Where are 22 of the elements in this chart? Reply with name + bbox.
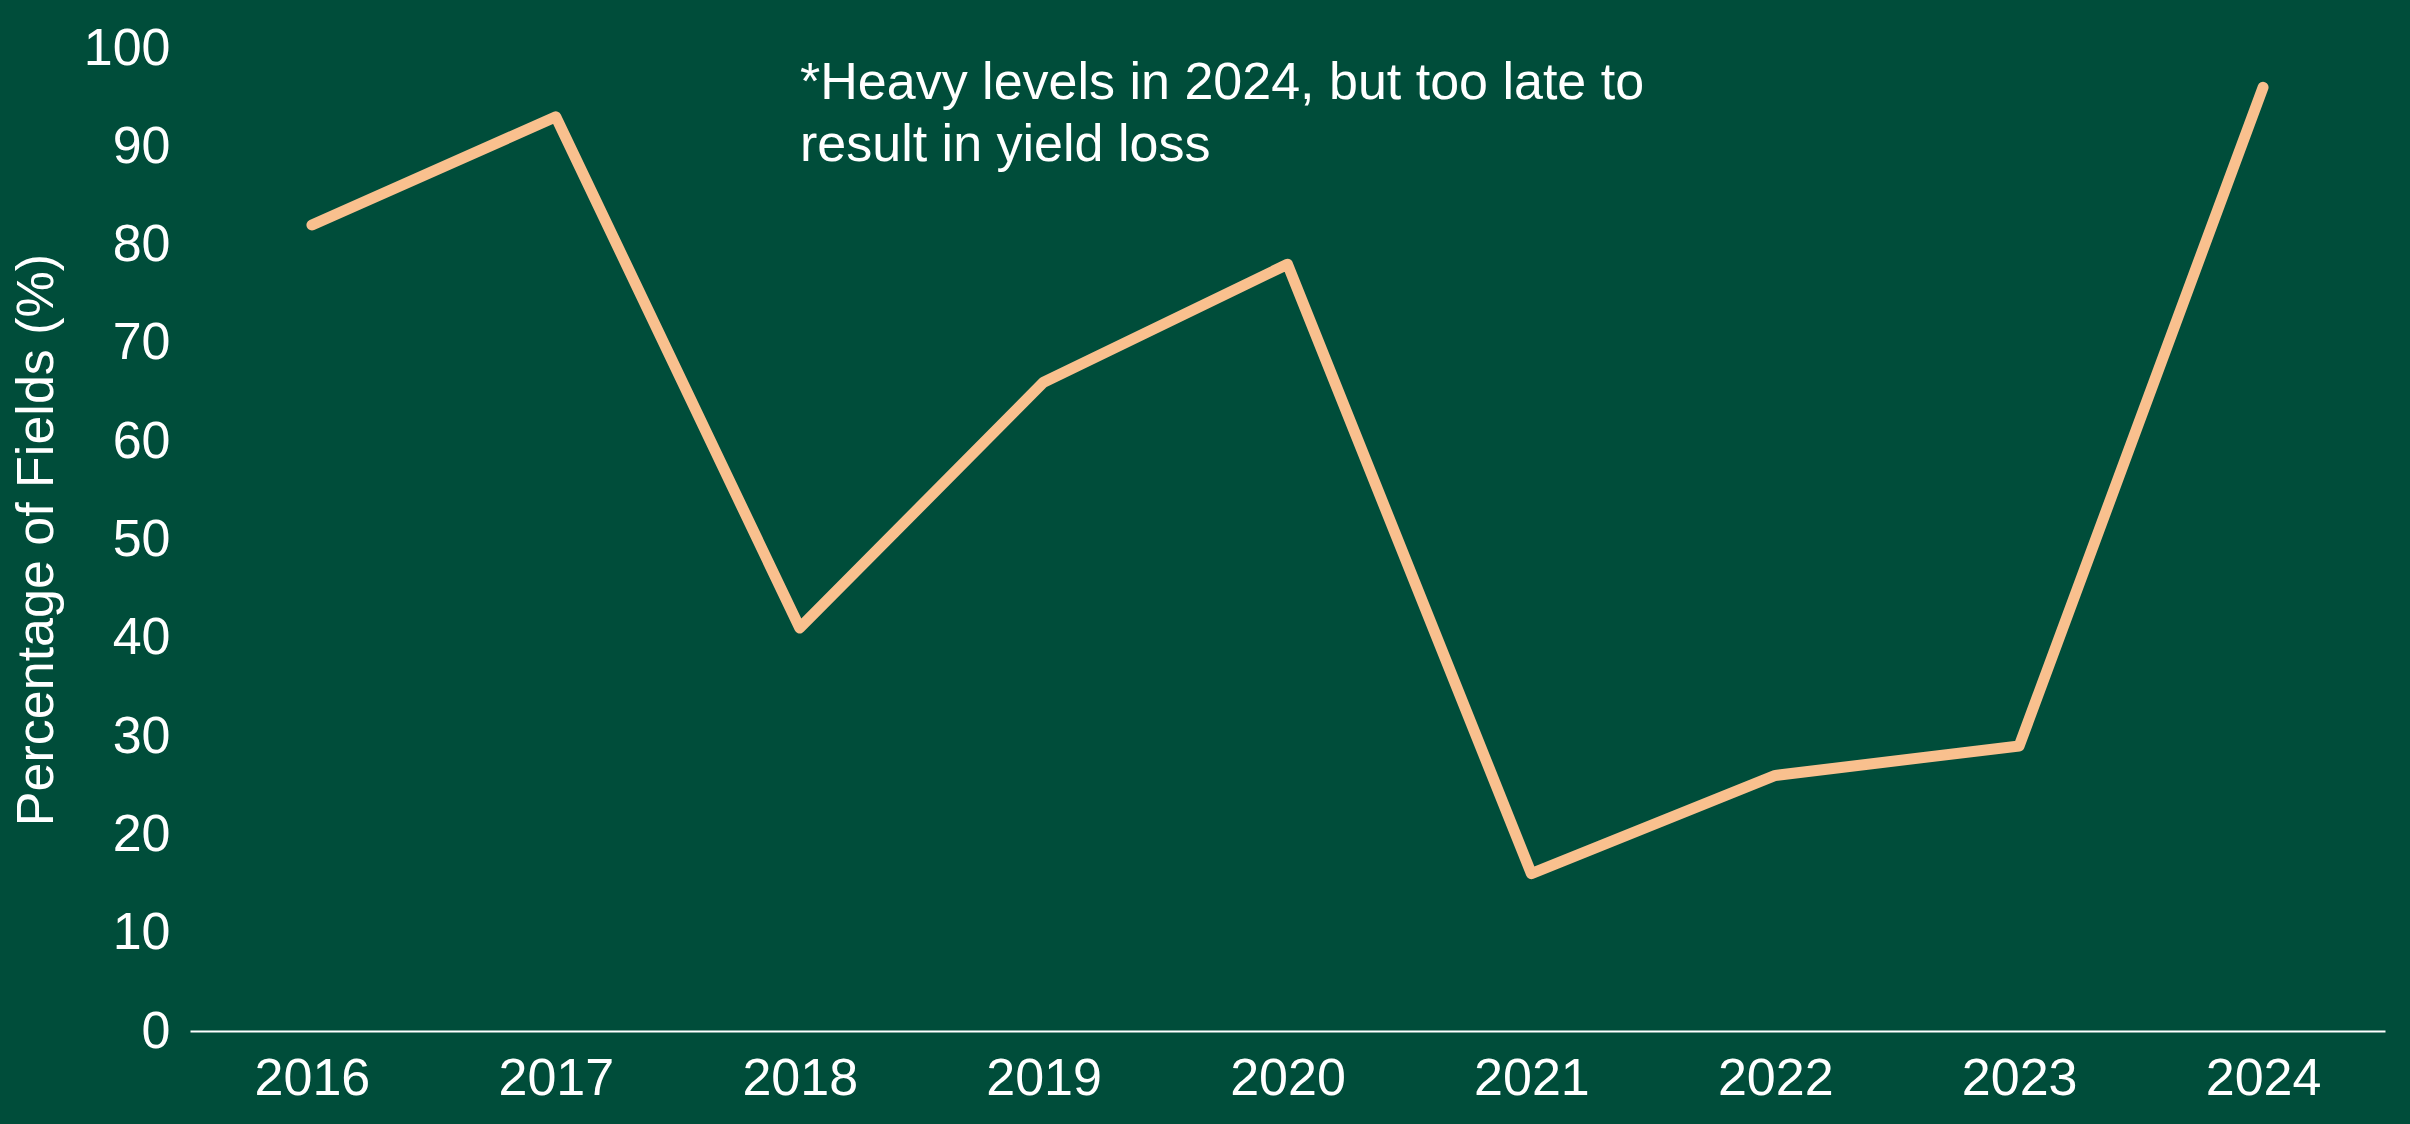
y-tick-label: 30	[112, 705, 171, 764]
x-tick-label: 2021	[1474, 1047, 1590, 1106]
x-tick-label: 2019	[986, 1047, 1102, 1106]
x-tick-label: 2024	[2205, 1047, 2322, 1106]
y-tick-label: 40	[112, 607, 171, 666]
y-tick-label: 90	[112, 115, 171, 174]
y-tick-label: 0	[141, 1000, 171, 1059]
y-tick-label: 80	[112, 214, 171, 273]
y-tick-label: 20	[112, 803, 171, 862]
y-tick-label: 100	[83, 17, 171, 76]
y-axis-title: Percentage of Fields (%)	[5, 253, 64, 827]
x-tick-label: 2018	[742, 1047, 859, 1106]
x-tick-label: 2016	[254, 1047, 371, 1106]
y-tick-label: 10	[112, 902, 171, 961]
y-tick-label: 70	[112, 312, 171, 371]
annotation: *Heavy levels in 2024, but too late to result in yield loss	[800, 52, 1645, 172]
x-tick-label: 2022	[1717, 1047, 1834, 1106]
y-tick-label: 50	[112, 509, 171, 567]
x-tick-label: 2023	[1961, 1047, 2078, 1106]
x-tick-label: 2017	[498, 1047, 615, 1106]
y-tick-label: 60	[112, 410, 171, 469]
x-tick-label: 2020	[1230, 1047, 1346, 1106]
